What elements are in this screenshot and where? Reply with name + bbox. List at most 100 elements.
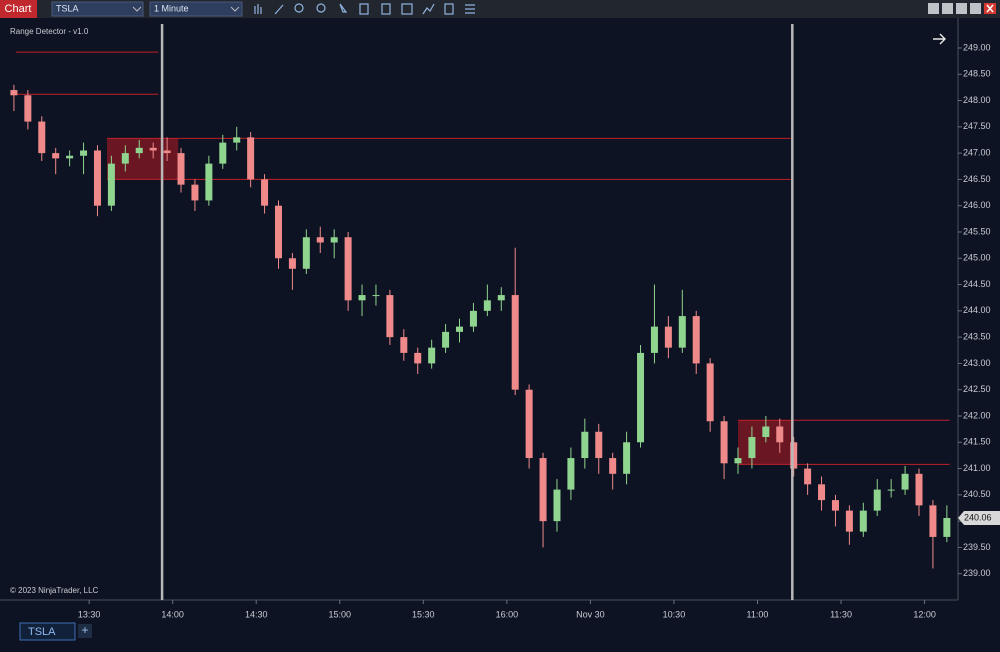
plot-area: 239.00239.50240.00240.50241.00241.50242.… (10, 24, 991, 619)
candle-body (581, 431, 589, 459)
indicator-icon[interactable] (444, 3, 454, 15)
candle-body (149, 147, 157, 151)
candle-body (386, 295, 394, 338)
candle-body (121, 153, 129, 164)
instrument-text: TSLA (56, 3, 79, 13)
interval-select[interactable] (149, 1, 243, 17)
candle-body (762, 426, 770, 438)
instrument-select[interactable] (51, 1, 144, 17)
candle-body (38, 121, 46, 154)
dropdown-arrow (230, 6, 240, 12)
y-tick-label: 244.00 (963, 305, 991, 315)
y-tick-label: 247.50 (963, 121, 991, 131)
draw-icon[interactable] (274, 4, 284, 15)
candle-body (595, 431, 603, 459)
dropdown-arrow (132, 6, 142, 12)
candle-body (776, 426, 784, 443)
candle-body (623, 442, 631, 474)
candle-body (456, 326, 464, 332)
candle-body (316, 237, 324, 243)
candle-body (483, 300, 491, 311)
candle-body (442, 331, 450, 348)
chart-tab[interactable] (19, 622, 76, 641)
app-label-bg (0, 0, 37, 18)
candle-body (692, 316, 700, 364)
y-tick-label: 241.00 (963, 463, 991, 473)
minimize-button[interactable] (956, 3, 967, 14)
candle-body (943, 517, 951, 537)
candle-body (414, 352, 422, 364)
indicator-label: Range Detector - v1.0 (10, 27, 89, 36)
candle-body (135, 147, 143, 154)
zoom-out-icon[interactable] (316, 3, 326, 13)
candle-body (191, 184, 199, 201)
y-tick-label: 243.00 (963, 358, 991, 368)
candle-body (288, 258, 296, 269)
candle-body (428, 347, 436, 364)
zoom-in-icon[interactable] (294, 3, 304, 13)
candle-body (400, 337, 408, 353)
candle-body (107, 163, 115, 206)
candle-body (650, 326, 658, 353)
candle-body (52, 153, 60, 159)
maximize-button[interactable] (970, 3, 981, 14)
x-tick-label: 15:30 (412, 609, 435, 619)
y-tick-label: 240.50 (963, 489, 991, 499)
window-button[interactable] (942, 3, 953, 14)
x-tick-label: 12:00 (913, 609, 936, 619)
pointer-icon[interactable] (339, 3, 348, 13)
y-tick-label: 244.50 (963, 279, 991, 289)
candle-body (261, 179, 269, 206)
y-tick-label: 248.00 (963, 95, 991, 105)
candle-body (93, 150, 101, 206)
toolbar-icons (254, 3, 475, 15)
properties-icon[interactable] (381, 3, 391, 15)
add-tab-button[interactable] (78, 624, 92, 638)
template-icon[interactable] (401, 3, 413, 15)
candle-body (887, 489, 895, 491)
y-tick-label: 243.50 (963, 332, 991, 342)
candle-body (233, 137, 241, 143)
bars-icon[interactable] (254, 4, 262, 14)
window-button[interactable] (928, 3, 939, 14)
candle-body (929, 505, 937, 537)
x-tick-label: 11:30 (830, 609, 852, 619)
candle-body (567, 458, 575, 490)
tab-bar (0, 618, 1000, 647)
candle-body (330, 237, 338, 243)
candle-body (553, 489, 561, 522)
candle-body (859, 510, 867, 532)
candle-body (177, 153, 185, 185)
x-tick-label: 15:00 (328, 609, 351, 619)
copyright: © 2023 NinjaTrader, LLC (10, 586, 99, 595)
y-tick-label: 242.00 (963, 410, 991, 420)
candle-body (637, 352, 645, 443)
x-tick-label: 10:30 (663, 609, 686, 619)
candle-body (358, 295, 366, 301)
data-icon[interactable] (359, 3, 369, 15)
candle-body (511, 295, 519, 390)
y-tick-label: 241.50 (963, 437, 991, 447)
candle-body (469, 310, 477, 327)
y-tick-label: 246.50 (963, 174, 991, 184)
y-tick-label: 247.00 (963, 147, 991, 157)
candle-body (219, 142, 227, 164)
x-tick-label: 16:00 (496, 609, 519, 619)
candle-body (372, 295, 380, 297)
candle-body (804, 468, 812, 485)
candle-body (80, 150, 88, 156)
candle-body (497, 295, 505, 301)
candle-body (205, 163, 213, 201)
strategy-icon[interactable] (422, 3, 435, 15)
x-tick-label: 11:00 (747, 609, 769, 619)
close-x (986, 4, 994, 13)
scroll-right-button[interactable] (933, 33, 946, 45)
candle-body (302, 237, 310, 269)
candle-body (831, 500, 839, 511)
candle-body (66, 155, 74, 159)
candle-body (678, 316, 686, 348)
menu-icon[interactable] (465, 4, 475, 14)
y-tick-label: 245.50 (963, 226, 991, 236)
candle-body (790, 442, 798, 469)
toolbar (0, 0, 1000, 18)
